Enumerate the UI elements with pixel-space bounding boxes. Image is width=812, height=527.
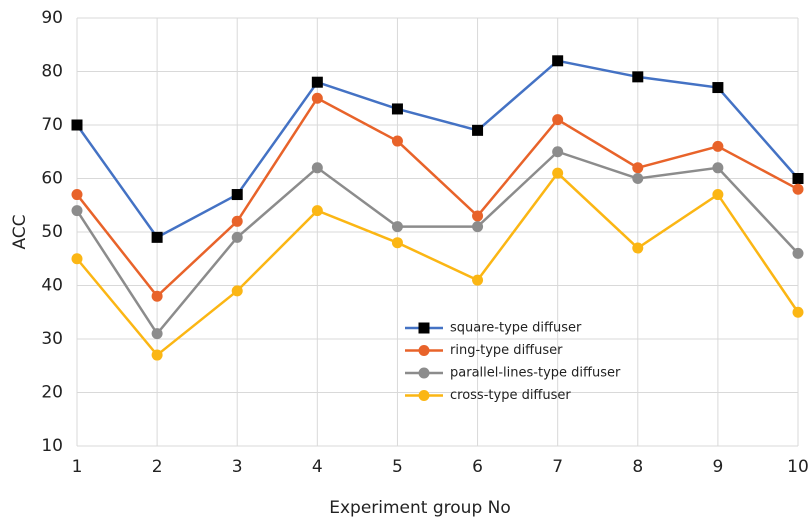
legend-marker bbox=[418, 322, 430, 334]
y-axis-label: ACC bbox=[10, 214, 30, 249]
legend-marker bbox=[418, 345, 430, 356]
data-point bbox=[712, 82, 724, 94]
data-point bbox=[712, 162, 724, 174]
data-point bbox=[632, 162, 644, 174]
x-tick-label: 2 bbox=[152, 457, 163, 477]
legend-label: parallel-lines-type diffuser bbox=[450, 366, 621, 381]
x-tick-label: 8 bbox=[632, 457, 643, 477]
data-point bbox=[792, 183, 804, 195]
data-point bbox=[151, 349, 163, 361]
data-point bbox=[311, 162, 323, 174]
x-tick-label: 10 bbox=[787, 457, 809, 477]
y-tick-label: 10 bbox=[41, 436, 63, 456]
data-point bbox=[472, 210, 484, 222]
data-point bbox=[552, 55, 564, 67]
data-point bbox=[792, 173, 804, 184]
data-point bbox=[712, 140, 724, 152]
legend-label: cross-type diffuser bbox=[450, 388, 571, 403]
data-point bbox=[231, 215, 243, 227]
y-tick-label: 60 bbox=[41, 169, 63, 189]
data-point bbox=[472, 221, 484, 233]
data-point bbox=[231, 231, 243, 243]
y-tick-label: 40 bbox=[41, 276, 63, 296]
x-tick-label: 7 bbox=[552, 457, 563, 477]
data-point bbox=[151, 328, 163, 340]
data-point bbox=[71, 119, 83, 131]
x-tick-label: 1 bbox=[72, 457, 83, 477]
legend-label: ring-type diffuser bbox=[450, 343, 563, 358]
x-tick-label: 6 bbox=[472, 457, 483, 477]
x-tick-label: 5 bbox=[392, 457, 403, 477]
data-point bbox=[472, 274, 484, 286]
data-point bbox=[472, 124, 484, 136]
x-tick-label: 3 bbox=[232, 457, 243, 477]
data-point bbox=[231, 189, 243, 201]
data-point bbox=[71, 189, 83, 201]
legend-label: square-type diffuser bbox=[450, 321, 582, 336]
y-tick-label: 80 bbox=[41, 62, 63, 82]
data-point bbox=[552, 167, 564, 179]
series-line bbox=[76, 96, 799, 299]
data-point bbox=[71, 205, 83, 217]
data-point bbox=[311, 92, 323, 104]
series-line bbox=[75, 150, 799, 336]
y-tick-label: 90 bbox=[41, 8, 63, 28]
series-line bbox=[75, 59, 799, 239]
data-point bbox=[391, 103, 403, 115]
data-point bbox=[632, 173, 644, 184]
data-point bbox=[71, 253, 83, 265]
data-point bbox=[391, 221, 403, 233]
legend-marker bbox=[418, 390, 430, 401]
legend-marker bbox=[418, 367, 430, 379]
data-point bbox=[231, 285, 243, 297]
data-point bbox=[552, 146, 564, 158]
data-point bbox=[391, 135, 403, 147]
series-line bbox=[76, 171, 800, 357]
data-point bbox=[552, 114, 564, 126]
data-point bbox=[311, 76, 323, 88]
y-tick-label: 70 bbox=[41, 115, 63, 135]
data-point bbox=[712, 189, 724, 201]
data-point bbox=[311, 205, 323, 217]
data-point bbox=[151, 290, 163, 302]
data-point bbox=[391, 237, 403, 249]
x-axis-label: Experiment group No bbox=[329, 498, 511, 518]
data-point bbox=[792, 306, 804, 318]
y-tick-label: 30 bbox=[41, 329, 63, 349]
data-point bbox=[792, 247, 804, 259]
y-tick-label: 20 bbox=[41, 383, 63, 403]
x-tick-label: 9 bbox=[712, 457, 723, 477]
data-point bbox=[632, 242, 644, 254]
y-tick-label: 50 bbox=[41, 222, 63, 242]
data-point bbox=[151, 231, 163, 243]
data-point bbox=[632, 71, 644, 83]
x-tick-label: 4 bbox=[312, 457, 323, 477]
